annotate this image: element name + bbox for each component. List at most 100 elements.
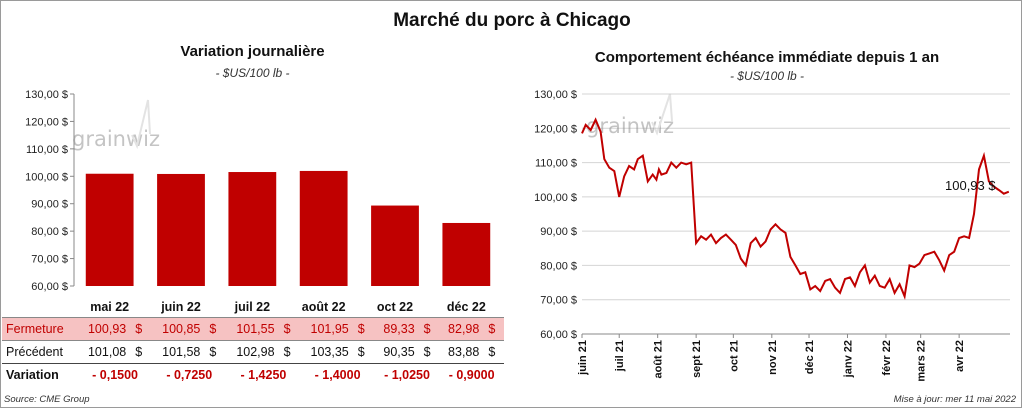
bar-1	[85, 173, 134, 286]
table-row: Fermeture 100,93 $100,85 $101,55 $101,95 $89,…	[2, 317, 504, 341]
watermark-logo-icon	[131, 99, 151, 150]
y-tick-label: 130,00 $	[25, 89, 68, 101]
x-category-label: oct 22	[377, 300, 413, 314]
y-tick-label: 110,00 $	[26, 144, 68, 156]
left-bars	[85, 170, 491, 286]
right-chart-title: Comportement échéance immédiate depuis 1…	[594, 49, 940, 66]
table-row: Précédent 101,08 $101,58 $102,98 $103,35 $90,…	[2, 340, 504, 364]
cell-value: 90,35	[383, 345, 415, 359]
cell-currency: $	[423, 322, 431, 336]
cell-currency: $	[209, 322, 217, 336]
bar-3	[228, 172, 277, 286]
x-tick-label: déc 21	[804, 340, 816, 374]
x-tick-label: août 21	[653, 340, 665, 379]
x-category-label: août 22	[302, 300, 346, 314]
table-row: Variation - 0,1500 - 0,7250 - 1,4250 - 1,400…	[2, 364, 504, 387]
last-price-label: 100,93 $	[945, 178, 996, 193]
left-chart-unit: - $US/100 lb -	[215, 66, 290, 80]
x-tick-label: janv 22	[842, 340, 854, 378]
cell-value: 103,35	[310, 345, 349, 359]
left-chart-title: Variation journalière	[180, 43, 325, 60]
x-tick-label: juil 21	[614, 340, 626, 372]
cell-currency: $	[135, 322, 143, 336]
left-bar-chart: 60,00 $ 70,00 $ 80,00 $ 90,00 $ 100,00 $ 110,…	[25, 89, 491, 314]
cell-value: - 1,4000	[314, 368, 361, 382]
source-note: Source: CME Group	[4, 394, 90, 405]
bar-2	[157, 173, 205, 286]
cell-currency: $	[283, 345, 291, 359]
right-y-ticks: 60,00 $ 70,00 $ 80,00 $ 90,00 $ 100,00 $ 110,…	[534, 89, 577, 341]
cell-value: 82,98	[448, 322, 480, 336]
x-tick-label: juin 21	[577, 340, 589, 376]
cell-currency: $	[488, 345, 496, 359]
cell-currency: $	[209, 345, 217, 359]
table-cell: - 0,9000	[439, 364, 504, 387]
bar-6	[442, 222, 491, 286]
row-label: Variation	[6, 368, 59, 382]
table-cell: 101,58 $	[152, 340, 227, 364]
y-tick-label: 110,00 $	[535, 158, 577, 170]
cell-value: 89,33	[383, 322, 415, 336]
watermark-logo-icon	[651, 93, 673, 136]
cell-value: - 1,4250	[240, 368, 287, 382]
x-tick-label: avr 22	[954, 340, 966, 372]
cell-value: 100,85	[162, 322, 201, 336]
y-tick-label: 60,00 $	[31, 281, 68, 293]
right-x-ticks: juin 21 juil 21 août 21 sept 21 oct 21 nov 21…	[577, 334, 966, 382]
price-table: Fermeture 100,93 $100,85 $101,55 $101,95 $89,…	[2, 317, 504, 386]
table-cell: 89,33 $	[374, 317, 440, 341]
y-tick-label: 100,00 $	[25, 171, 68, 183]
cell-value: 83,88	[448, 345, 480, 359]
row-label: Fermeture	[2, 317, 78, 341]
table-cell: 101,55 $	[226, 317, 301, 341]
left-x-labels: mai 22 juin 22 juil 22 août 22 oct 22 déc 22	[90, 300, 486, 314]
table-cell: 102,98 $	[226, 340, 301, 364]
watermark-text: grainwiz	[72, 127, 160, 151]
update-note: Mise à jour: mer 11 mai 2022	[893, 394, 1016, 405]
right-watermark: grainwiz	[586, 93, 674, 138]
y-tick-label: 80,00 $	[540, 260, 577, 272]
x-category-label: juil 22	[234, 300, 270, 314]
table-cell: - 1,4000	[301, 364, 375, 387]
x-category-label: déc 22	[447, 300, 486, 314]
left-y-ticks: 60,00 $ 70,00 $ 80,00 $ 90,00 $ 100,00 $ 110,…	[25, 89, 74, 293]
cell-currency: $	[488, 322, 496, 336]
cell-currency: $	[283, 322, 291, 336]
x-tick-label: févr 22	[881, 340, 893, 375]
table-cell: 103,35 $	[300, 340, 375, 364]
bar-5	[371, 205, 419, 286]
y-tick-label: 90,00 $	[31, 199, 68, 211]
table-cell: 83,88 $	[439, 340, 504, 364]
cell-value: 101,58	[162, 345, 201, 359]
table-cell: - 1,0250	[375, 364, 440, 387]
x-category-label: mai 22	[90, 300, 129, 314]
x-category-label: juin 22	[160, 300, 201, 314]
cell-value: - 0,1500	[92, 368, 139, 382]
page-title: Marché du porc à Chicago	[393, 10, 631, 31]
table-cell: - 0,1500	[78, 364, 152, 387]
table-cell: - 1,4250	[226, 364, 300, 387]
x-tick-label: sept 21	[691, 340, 703, 378]
cell-currency: $	[357, 345, 365, 359]
table-cell: 101,08 $	[78, 340, 153, 364]
cell-currency: $	[357, 322, 365, 336]
table-cell: 100,93 $	[78, 317, 153, 341]
y-tick-label: 90,00 $	[540, 226, 577, 238]
cell-value: 102,98	[236, 345, 275, 359]
cell-value: 100,93	[87, 322, 127, 336]
table-cell: 90,35 $	[374, 340, 440, 364]
cell-currency: $	[423, 345, 431, 359]
y-tick-label: 120,00 $	[534, 123, 577, 135]
cell-value: - 0,9000	[448, 368, 495, 382]
y-tick-label: 70,00 $	[31, 254, 68, 266]
cell-value: - 0,7250	[166, 368, 213, 382]
y-tick-label: 130,00 $	[534, 89, 577, 101]
cell-value: 101,55	[236, 322, 275, 336]
table-cell: - 0,7250	[152, 364, 226, 387]
y-tick-label: 100,00 $	[534, 192, 577, 204]
cell-currency: $	[135, 345, 143, 359]
x-tick-label: oct 21	[728, 340, 740, 372]
y-tick-label: 70,00 $	[540, 295, 577, 307]
cell-value: 101,95	[310, 322, 349, 336]
